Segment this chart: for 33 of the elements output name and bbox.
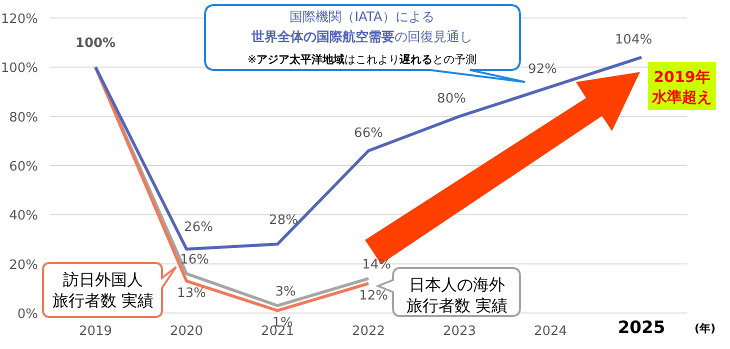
x-tick-label: 2023: [442, 324, 476, 339]
y-tick-label: 100%: [0, 61, 38, 76]
text: 国際機関（IATA）による世界全体の国際航空需要の回復見通し: [250, 10, 472, 45]
y-tick-label: 120%: [0, 12, 38, 27]
data-label: 26%: [184, 220, 213, 236]
data-label: 12%: [359, 288, 388, 304]
x-tick-label: 2024: [534, 324, 568, 339]
data-label: 80%: [437, 91, 466, 106]
x-tick-label: 2021: [260, 324, 294, 339]
annotation: 2019年水準超え: [651, 68, 712, 106]
x-tick-label: 2019: [78, 324, 112, 339]
annotation: ※アジア太平洋地域はこれより遅れるとの予測: [247, 53, 477, 66]
data-label: 104%: [614, 32, 652, 48]
data-label: 66%: [354, 126, 383, 141]
y-tick-label: 40%: [9, 208, 38, 224]
y-tick-label: 0%: [17, 307, 38, 322]
y-tick-label: 60%: [9, 160, 38, 174]
data-label: 3%: [275, 284, 296, 300]
series-label: 訪日外国人旅行者数 実績: [52, 270, 154, 310]
x-tick-label: 2020: [170, 324, 204, 339]
y-tick-label: 80%: [9, 110, 38, 126]
x-tick-label: 2022: [352, 324, 386, 339]
line-series: [94, 56, 643, 251]
data-label: 28%: [269, 213, 298, 228]
text: 日本人の海外旅行者数 実績: [406, 275, 508, 315]
data-label: 13%: [177, 286, 206, 302]
y-tick-label: 20%: [9, 258, 38, 273]
x-axis-title: (年): [694, 322, 716, 335]
data-label: 14%: [362, 258, 391, 273]
data-label: 100%: [75, 36, 116, 52]
data-label: 16%: [180, 252, 209, 268]
data-label: 92%: [528, 62, 557, 77]
x-tick-label: 2025: [618, 318, 666, 338]
